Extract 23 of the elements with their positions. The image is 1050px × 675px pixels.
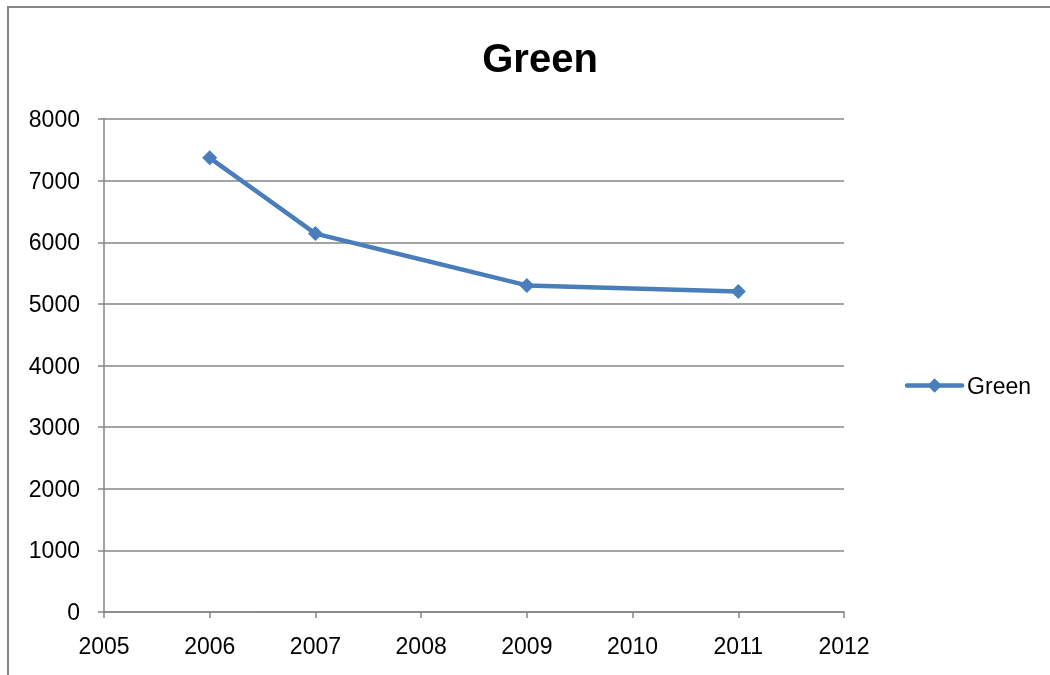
y-tick-label: 0: [67, 599, 80, 625]
x-tick-label: 2008: [395, 632, 447, 659]
x-tick-label: 2011: [713, 632, 764, 659]
x-tick-label: 2012: [818, 632, 870, 659]
point: [519, 277, 535, 293]
x-tick-label: 2009: [501, 632, 553, 659]
y-tick-label: 1000: [28, 537, 80, 564]
y-tick-label: 8000: [28, 106, 80, 132]
point: [202, 150, 218, 166]
y-tick-label: 5000: [28, 290, 80, 317]
x-tick-label: 2007: [289, 632, 342, 659]
x-tick-label: 2005: [78, 632, 130, 659]
x-tick-label: 2006: [184, 632, 236, 659]
y-tick-label: 7000: [28, 167, 80, 194]
y-tick-label: 6000: [28, 229, 80, 256]
y-tick-label: 4000: [28, 352, 80, 379]
chart-title: Green: [482, 36, 598, 80]
point: [730, 284, 746, 300]
y-tick-label: 2000: [28, 475, 80, 502]
legend-label: Green: [967, 372, 1032, 399]
point: [307, 226, 323, 242]
x-tick-label: 2010: [606, 632, 659, 659]
y-tick-label: 3000: [28, 414, 80, 441]
